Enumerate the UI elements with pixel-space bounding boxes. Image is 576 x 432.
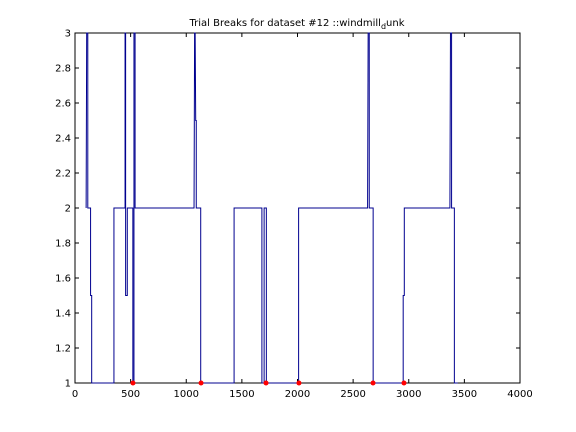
data-point bbox=[401, 380, 407, 386]
data-point bbox=[370, 380, 376, 386]
data-point bbox=[198, 380, 204, 386]
x-tick-label: 2000 bbox=[285, 389, 310, 400]
y-tick-label: 2.4 bbox=[55, 134, 71, 145]
y-tick-label: 2.6 bbox=[55, 99, 71, 110]
y-tick-label: 1.6 bbox=[55, 274, 71, 285]
y-tick-label: 3 bbox=[65, 29, 71, 40]
data-point bbox=[296, 380, 302, 386]
title-text: unk bbox=[386, 18, 405, 29]
y-tick-label: 2.2 bbox=[55, 169, 71, 180]
x-tick-label: 2500 bbox=[340, 389, 365, 400]
x-tick-label: 3500 bbox=[452, 389, 477, 400]
y-tick-label: 1.4 bbox=[55, 309, 71, 320]
title-subscript: d bbox=[381, 22, 386, 31]
data-line bbox=[85, 32, 458, 384]
y-tick-label: 1.8 bbox=[55, 239, 71, 250]
data-point bbox=[263, 380, 269, 386]
y-tick-label: 1 bbox=[65, 379, 71, 390]
y-tick-label: 2 bbox=[65, 204, 71, 215]
data-point bbox=[130, 380, 136, 386]
title-text: Trial Breaks for dataset #12 ::windmill bbox=[188, 18, 380, 29]
x-tick-label: 4000 bbox=[507, 389, 532, 400]
x-tick-label: 0 bbox=[72, 389, 78, 400]
x-tick-label: 500 bbox=[121, 389, 140, 400]
chart-title: Trial Breaks for dataset #12 ::windmilld… bbox=[188, 18, 404, 31]
x-tick-label: 3000 bbox=[396, 389, 421, 400]
x-tick-label: 1500 bbox=[229, 389, 254, 400]
y-tick-label: 1.2 bbox=[55, 344, 71, 355]
x-tick-label: 1000 bbox=[174, 389, 199, 400]
y-tick-label: 2.8 bbox=[55, 64, 71, 75]
